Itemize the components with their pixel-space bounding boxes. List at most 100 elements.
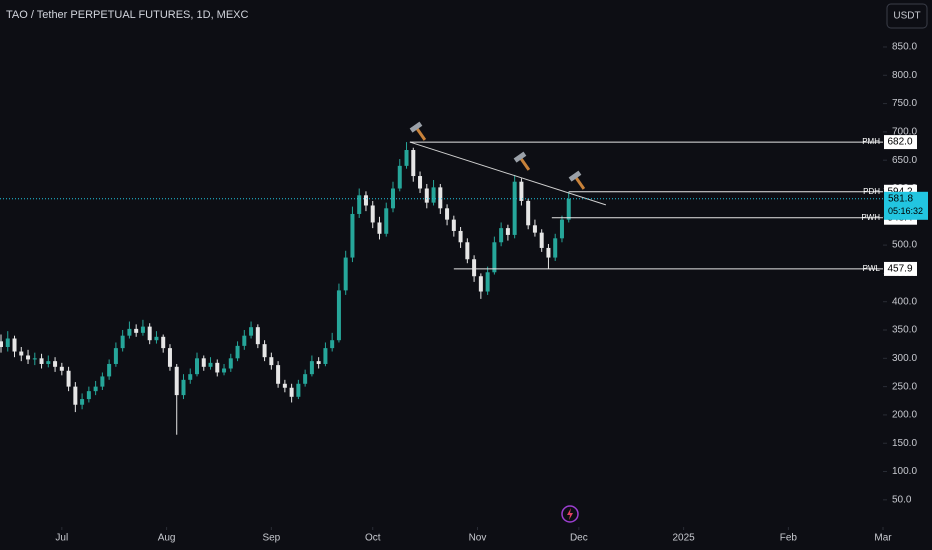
x-tick-label: Nov [469,533,487,544]
candle-body [12,338,17,352]
candle-body [5,338,10,347]
candle-body [167,348,172,367]
candle-body [330,340,335,349]
candle-body [465,242,470,260]
candle-body [59,366,64,371]
candle-body [377,222,382,234]
candle-body [309,361,314,375]
candle-body [411,150,416,177]
last-price-label: 581.8 [888,193,913,204]
candle-body [86,391,91,400]
y-tick-label: 800.0 [892,70,917,81]
candle-body [80,399,85,405]
candle-body [100,376,105,387]
candle-body [485,272,490,292]
candle-body [303,374,308,384]
level-name: PWH [861,213,880,222]
x-tick-label: Mar [874,533,892,544]
candle-body [208,362,213,367]
candle-body [0,341,3,347]
candle-body [499,228,504,243]
candle-body [438,187,443,209]
candle-body [370,205,375,223]
y-tick-label: 850.0 [892,42,917,53]
x-tick-label: 2025 [672,533,695,544]
candle-body [73,386,78,405]
lightning-icon[interactable] [561,505,579,523]
candle-body [458,230,463,243]
y-tick-label: 200.0 [892,410,917,421]
candle-body [357,195,362,214]
candle-body [397,165,402,189]
candle-body [478,276,483,292]
y-tick-label: 700.0 [892,127,917,138]
candle-body [32,358,37,360]
x-tick-label: Oct [365,533,381,544]
x-tick-label: Feb [780,533,798,544]
candle-body [262,344,267,358]
candle-body [316,361,321,364]
y-tick-label: 100.0 [892,466,917,477]
y-tick-label: 500.0 [892,240,917,251]
candle-body [472,259,477,277]
candle-body [235,345,240,359]
candle-body [228,358,233,369]
candle-body [363,195,368,206]
y-tick-label: 300.0 [892,353,917,364]
candle-body [19,351,24,356]
candle-body [526,200,531,226]
candle-body [134,328,139,333]
level-name: PDH [863,187,880,196]
candle-body [519,181,524,201]
candle-body [424,188,429,203]
candle-body [26,355,31,360]
candle-body [147,326,152,341]
candle-body [249,327,254,336]
candle-body [532,225,537,233]
candle-body [566,198,571,220]
candle-body [323,348,328,364]
y-tick-label: 350.0 [892,325,917,336]
candle-body [174,366,179,396]
candle-body [505,228,510,235]
x-tick-label: Jul [55,533,68,544]
candle-body [384,208,389,234]
level-label: 457.9 [887,264,912,275]
hammer-icons [409,121,586,190]
candle-body [181,379,186,396]
candle-body [289,387,294,397]
candle-body [343,257,348,291]
candle-body [222,368,227,373]
candle-body [140,326,145,333]
currency-button[interactable] [886,3,928,29]
level-label-box [884,261,917,276]
candle-body [255,327,260,345]
candle-body [276,365,281,384]
candle-body [269,357,274,366]
candle-body [215,362,220,373]
x-tick-label: Sep [262,533,280,544]
candle-body [546,247,551,258]
candle-body [336,290,341,341]
candle-body [431,187,436,203]
candle-body [161,336,166,349]
candle-body [296,383,301,397]
candle-body [282,383,287,388]
candle-body [113,348,118,364]
chart-title: TAO / Tether PERPETUAL FUTURES, 1D, MEXC [6,9,249,21]
currency-label[interactable]: USDT [893,11,920,22]
y-tick-label: 50.0 [892,494,912,505]
candle-body [553,238,558,258]
candle-body [195,358,199,375]
candle-body [188,374,193,380]
countdown: 05:16:32 [888,206,923,216]
y-tick-label: 250.0 [892,381,917,392]
candle-body [242,335,247,346]
candle-body [53,361,58,367]
candle-body [404,150,409,166]
plot [0,141,883,435]
level-name: PMH [862,137,880,146]
